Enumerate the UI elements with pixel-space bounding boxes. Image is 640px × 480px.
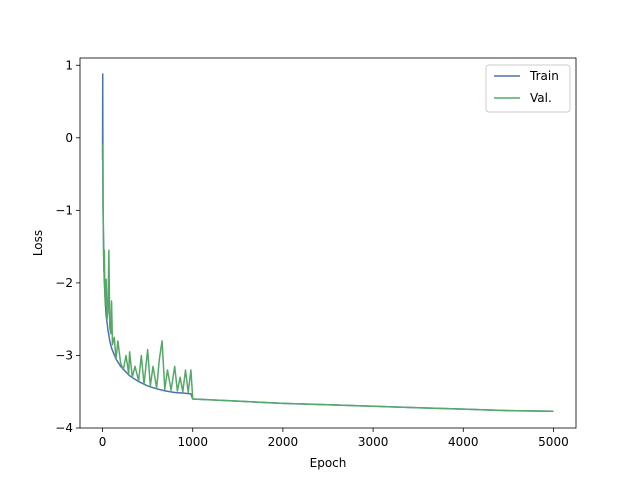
y-axis: −4 −3 −2 −1 0 1	[55, 58, 80, 435]
series-line-val	[101, 144, 554, 413]
y-tick-label: −2	[55, 276, 73, 290]
plot-frame	[79, 57, 577, 429]
x-tick-label: 2000	[268, 435, 299, 449]
series-layer	[101, 73, 554, 413]
legend: Train Val.	[485, 64, 571, 113]
x-tick-label: 3000	[358, 435, 389, 449]
y-tick-label: −4	[55, 421, 73, 435]
legend-label: Train	[529, 69, 559, 83]
x-tick-label: 1000	[177, 435, 208, 449]
x-axis: 0 1000 2000 3000 4000 5000	[99, 428, 569, 449]
x-tick-label: 0	[99, 435, 107, 449]
y-tick-label: −3	[55, 348, 73, 362]
y-tick-label: 1	[65, 58, 73, 72]
y-axis-label: Loss	[31, 230, 45, 256]
y-tick-label: −1	[55, 203, 73, 217]
legend-label: Val.	[530, 91, 552, 105]
x-axis-label: Epoch	[310, 456, 347, 470]
x-tick-label: 5000	[538, 435, 569, 449]
y-tick-label: 0	[65, 131, 73, 145]
x-tick-label: 4000	[448, 435, 479, 449]
